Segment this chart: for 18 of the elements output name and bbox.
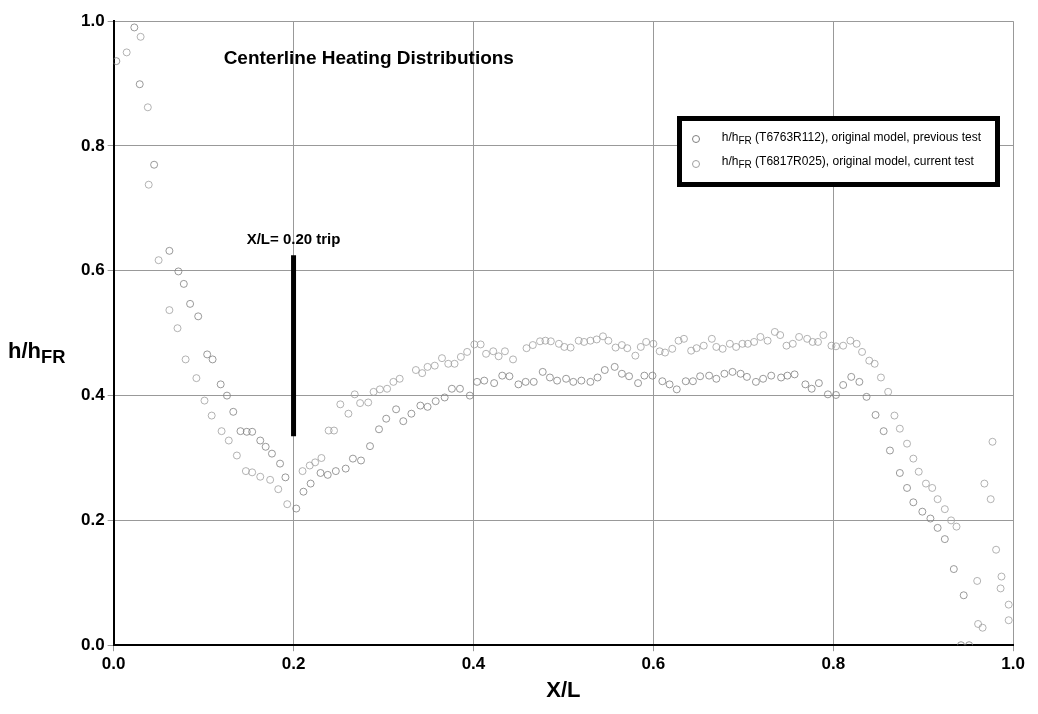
y-axis-title: h/h$_{FR}$ xyxy=(8,338,66,369)
y-tick-label: 1.0 xyxy=(80,10,105,30)
x-tick-label: 0.4 xyxy=(461,654,486,674)
annotation: X/L= 0.20 trip xyxy=(246,229,341,247)
y-tick-label: 0.6 xyxy=(80,260,105,280)
x-axis-title: X/L xyxy=(546,676,581,702)
y-tick-label: 0.4 xyxy=(80,385,106,405)
y-tick-label: 0.8 xyxy=(80,135,105,155)
legend-label: h/h$_{FR}$ (T6763R112), original model, previous test xyxy=(721,129,981,149)
x-tick-label: 0.8 xyxy=(821,654,846,674)
x-tick-label: 1.0 xyxy=(1001,654,1025,674)
y-tick-label: 0.0 xyxy=(80,634,105,654)
x-tick-label: 0.2 xyxy=(281,654,306,674)
x-tick-label: 0.6 xyxy=(641,654,666,674)
text: Centerline Heating Distributions xyxy=(223,46,514,68)
legend-label: h/h$_{FR}$ (T6817R025), original model, current test xyxy=(721,153,974,173)
y-tick-label: 0.2 xyxy=(80,510,105,530)
x-tick-label: 0.0 xyxy=(101,654,126,674)
